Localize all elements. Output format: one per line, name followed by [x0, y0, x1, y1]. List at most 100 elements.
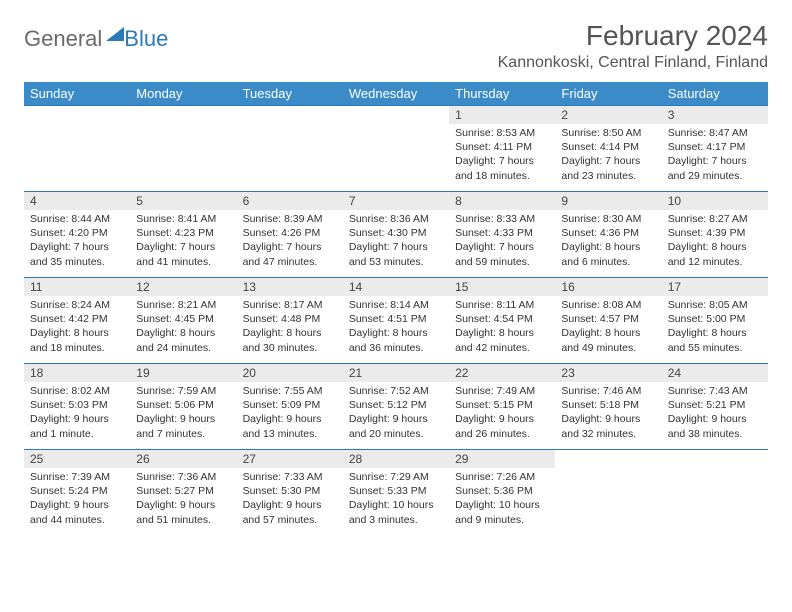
- day-number: 18: [24, 364, 130, 382]
- calendar-day-cell: 14Sunrise: 8:14 AMSunset: 4:51 PMDayligh…: [343, 278, 449, 364]
- day-number: 13: [237, 278, 343, 296]
- day-number: 10: [662, 192, 768, 210]
- logo-triangle-icon: [106, 27, 124, 41]
- day-details: Sunrise: 8:17 AMSunset: 4:48 PMDaylight:…: [237, 296, 343, 359]
- day-number: 12: [130, 278, 236, 296]
- calendar-day-cell: [237, 106, 343, 192]
- calendar-day-cell: 12Sunrise: 8:21 AMSunset: 4:45 PMDayligh…: [130, 278, 236, 364]
- day-number: 25: [24, 450, 130, 468]
- calendar-day-cell: 5Sunrise: 8:41 AMSunset: 4:23 PMDaylight…: [130, 192, 236, 278]
- day-details: Sunrise: 8:41 AMSunset: 4:23 PMDaylight:…: [130, 210, 236, 273]
- calendar-day-cell: 8Sunrise: 8:33 AMSunset: 4:33 PMDaylight…: [449, 192, 555, 278]
- day-number: 19: [130, 364, 236, 382]
- day-details: Sunrise: 8:33 AMSunset: 4:33 PMDaylight:…: [449, 210, 555, 273]
- calendar-day-cell: 20Sunrise: 7:55 AMSunset: 5:09 PMDayligh…: [237, 364, 343, 450]
- day-number: 15: [449, 278, 555, 296]
- day-details: Sunrise: 7:59 AMSunset: 5:06 PMDaylight:…: [130, 382, 236, 445]
- day-details: Sunrise: 8:27 AMSunset: 4:39 PMDaylight:…: [662, 210, 768, 273]
- day-details: Sunrise: 8:30 AMSunset: 4:36 PMDaylight:…: [555, 210, 661, 273]
- calendar-day-cell: 24Sunrise: 7:43 AMSunset: 5:21 PMDayligh…: [662, 364, 768, 450]
- calendar-day-cell: 21Sunrise: 7:52 AMSunset: 5:12 PMDayligh…: [343, 364, 449, 450]
- header: General Blue February 2024 Kannonkoski, …: [24, 20, 768, 72]
- logo: General Blue: [24, 26, 168, 52]
- day-number: 21: [343, 364, 449, 382]
- day-number: 16: [555, 278, 661, 296]
- calendar-week-row: 11Sunrise: 8:24 AMSunset: 4:42 PMDayligh…: [24, 278, 768, 364]
- calendar-day-cell: 26Sunrise: 7:36 AMSunset: 5:27 PMDayligh…: [130, 450, 236, 536]
- day-details: Sunrise: 8:14 AMSunset: 4:51 PMDaylight:…: [343, 296, 449, 359]
- calendar-week-row: 4Sunrise: 8:44 AMSunset: 4:20 PMDaylight…: [24, 192, 768, 278]
- calendar-day-cell: 15Sunrise: 8:11 AMSunset: 4:54 PMDayligh…: [449, 278, 555, 364]
- calendar-day-cell: [24, 106, 130, 192]
- calendar-body: 1Sunrise: 8:53 AMSunset: 4:11 PMDaylight…: [24, 106, 768, 536]
- day-details: Sunrise: 7:36 AMSunset: 5:27 PMDaylight:…: [130, 468, 236, 531]
- calendar-day-cell: 13Sunrise: 8:17 AMSunset: 4:48 PMDayligh…: [237, 278, 343, 364]
- weekday-header: Sunday: [24, 82, 130, 106]
- logo-text-blue: Blue: [124, 26, 168, 52]
- day-number: 24: [662, 364, 768, 382]
- calendar-week-row: 25Sunrise: 7:39 AMSunset: 5:24 PMDayligh…: [24, 450, 768, 536]
- day-details: Sunrise: 8:02 AMSunset: 5:03 PMDaylight:…: [24, 382, 130, 445]
- day-number: 27: [237, 450, 343, 468]
- day-number: 17: [662, 278, 768, 296]
- day-number: 26: [130, 450, 236, 468]
- day-number: 14: [343, 278, 449, 296]
- title-block: February 2024 Kannonkoski, Central Finla…: [498, 20, 768, 72]
- day-details: Sunrise: 8:05 AMSunset: 5:00 PMDaylight:…: [662, 296, 768, 359]
- day-number: 20: [237, 364, 343, 382]
- weekday-header-row: SundayMondayTuesdayWednesdayThursdayFrid…: [24, 82, 768, 106]
- day-number: 11: [24, 278, 130, 296]
- calendar-day-cell: 27Sunrise: 7:33 AMSunset: 5:30 PMDayligh…: [237, 450, 343, 536]
- day-number: 3: [662, 106, 768, 124]
- day-number: 23: [555, 364, 661, 382]
- weekday-header: Thursday: [449, 82, 555, 106]
- calendar-week-row: 18Sunrise: 8:02 AMSunset: 5:03 PMDayligh…: [24, 364, 768, 450]
- calendar-day-cell: 16Sunrise: 8:08 AMSunset: 4:57 PMDayligh…: [555, 278, 661, 364]
- day-details: Sunrise: 8:39 AMSunset: 4:26 PMDaylight:…: [237, 210, 343, 273]
- month-title: February 2024: [498, 20, 768, 52]
- day-details: Sunrise: 8:53 AMSunset: 4:11 PMDaylight:…: [449, 124, 555, 187]
- calendar-day-cell: 18Sunrise: 8:02 AMSunset: 5:03 PMDayligh…: [24, 364, 130, 450]
- day-number: 5: [130, 192, 236, 210]
- calendar-day-cell: 1Sunrise: 8:53 AMSunset: 4:11 PMDaylight…: [449, 106, 555, 192]
- day-details: Sunrise: 8:21 AMSunset: 4:45 PMDaylight:…: [130, 296, 236, 359]
- day-details: Sunrise: 7:29 AMSunset: 5:33 PMDaylight:…: [343, 468, 449, 531]
- day-number: 6: [237, 192, 343, 210]
- day-details: Sunrise: 7:55 AMSunset: 5:09 PMDaylight:…: [237, 382, 343, 445]
- day-number: 29: [449, 450, 555, 468]
- logo-text-gray: General: [24, 26, 102, 52]
- day-number: 2: [555, 106, 661, 124]
- day-details: Sunrise: 7:26 AMSunset: 5:36 PMDaylight:…: [449, 468, 555, 531]
- day-details: Sunrise: 8:44 AMSunset: 4:20 PMDaylight:…: [24, 210, 130, 273]
- weekday-header: Saturday: [662, 82, 768, 106]
- day-details: Sunrise: 7:49 AMSunset: 5:15 PMDaylight:…: [449, 382, 555, 445]
- day-details: Sunrise: 8:36 AMSunset: 4:30 PMDaylight:…: [343, 210, 449, 273]
- calendar-day-cell: 6Sunrise: 8:39 AMSunset: 4:26 PMDaylight…: [237, 192, 343, 278]
- calendar-day-cell: 25Sunrise: 7:39 AMSunset: 5:24 PMDayligh…: [24, 450, 130, 536]
- calendar-day-cell: 17Sunrise: 8:05 AMSunset: 5:00 PMDayligh…: [662, 278, 768, 364]
- calendar-day-cell: 11Sunrise: 8:24 AMSunset: 4:42 PMDayligh…: [24, 278, 130, 364]
- calendar-day-cell: 3Sunrise: 8:47 AMSunset: 4:17 PMDaylight…: [662, 106, 768, 192]
- calendar-day-cell: 7Sunrise: 8:36 AMSunset: 4:30 PMDaylight…: [343, 192, 449, 278]
- day-number: 9: [555, 192, 661, 210]
- day-details: Sunrise: 7:33 AMSunset: 5:30 PMDaylight:…: [237, 468, 343, 531]
- weekday-header: Tuesday: [237, 82, 343, 106]
- day-details: Sunrise: 8:47 AMSunset: 4:17 PMDaylight:…: [662, 124, 768, 187]
- calendar-day-cell: [130, 106, 236, 192]
- day-details: Sunrise: 8:11 AMSunset: 4:54 PMDaylight:…: [449, 296, 555, 359]
- calendar-day-cell: 10Sunrise: 8:27 AMSunset: 4:39 PMDayligh…: [662, 192, 768, 278]
- calendar-day-cell: 28Sunrise: 7:29 AMSunset: 5:33 PMDayligh…: [343, 450, 449, 536]
- calendar-day-cell: 9Sunrise: 8:30 AMSunset: 4:36 PMDaylight…: [555, 192, 661, 278]
- weekday-header: Monday: [130, 82, 236, 106]
- calendar-week-row: 1Sunrise: 8:53 AMSunset: 4:11 PMDaylight…: [24, 106, 768, 192]
- day-number: 28: [343, 450, 449, 468]
- calendar-day-cell: 2Sunrise: 8:50 AMSunset: 4:14 PMDaylight…: [555, 106, 661, 192]
- weekday-header: Friday: [555, 82, 661, 106]
- day-details: Sunrise: 7:52 AMSunset: 5:12 PMDaylight:…: [343, 382, 449, 445]
- day-number: 7: [343, 192, 449, 210]
- calendar-day-cell: [343, 106, 449, 192]
- calendar-day-cell: 22Sunrise: 7:49 AMSunset: 5:15 PMDayligh…: [449, 364, 555, 450]
- day-number: 22: [449, 364, 555, 382]
- day-details: Sunrise: 7:39 AMSunset: 5:24 PMDaylight:…: [24, 468, 130, 531]
- calendar-day-cell: 19Sunrise: 7:59 AMSunset: 5:06 PMDayligh…: [130, 364, 236, 450]
